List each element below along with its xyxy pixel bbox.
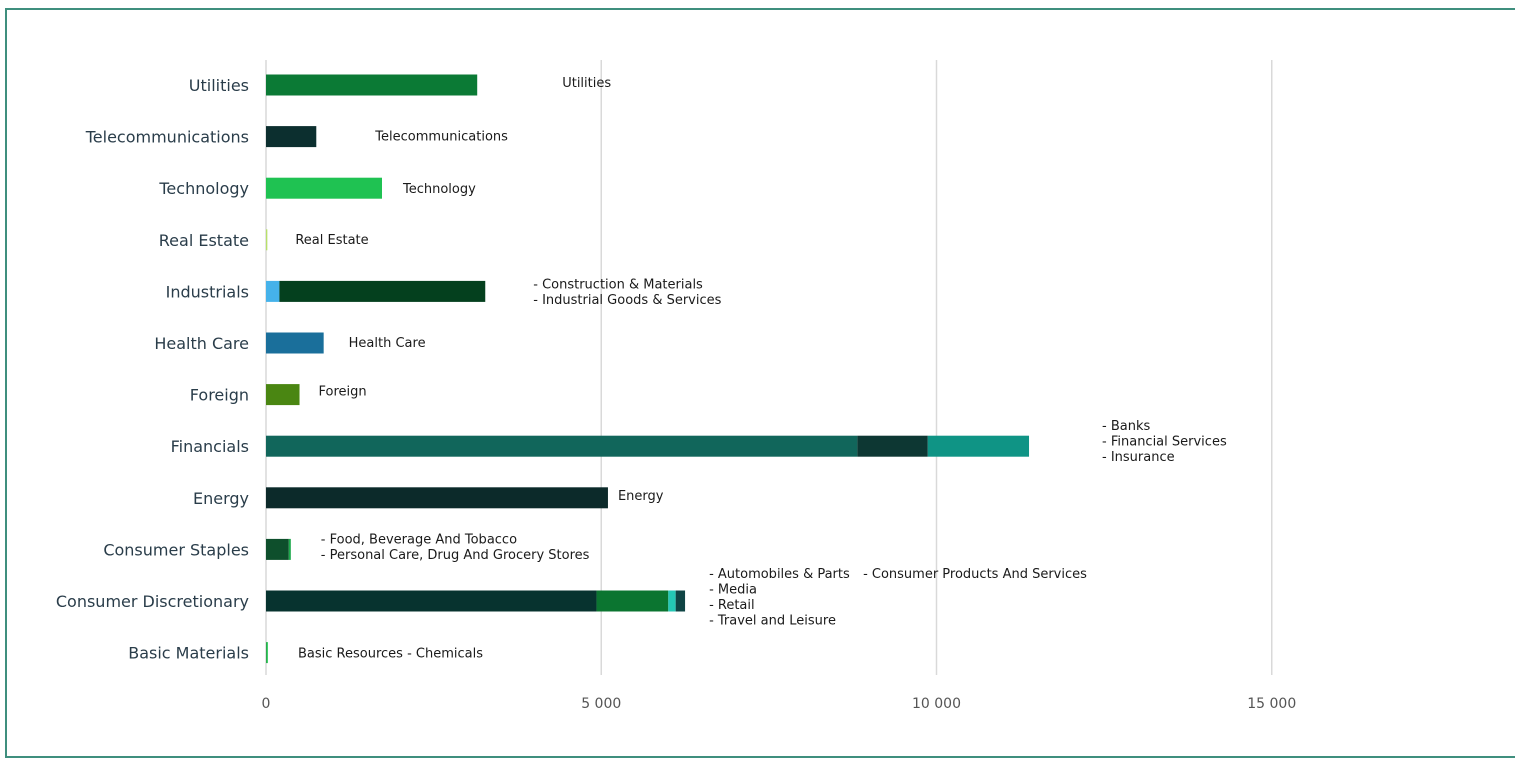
x-tick-label-5000: 5 000 bbox=[581, 696, 621, 712]
bar-health-care-segment-1 bbox=[266, 332, 324, 354]
category-label-industrials: Industrials bbox=[166, 282, 249, 301]
bar-consumer-discretionary-segment-4 bbox=[675, 590, 686, 612]
annotation-consumer-discretionary-1: - Automobiles & Parts bbox=[709, 567, 850, 582]
category-label-telecommunications: Telecommunications bbox=[85, 128, 249, 147]
annotation-health-care-1: Health Care bbox=[349, 336, 426, 351]
x-tick-label-0: 0 bbox=[262, 696, 271, 712]
category-label-foreign: Foreign bbox=[190, 386, 249, 405]
annotation-basic-materials-1: Basic Resources - Chemicals bbox=[298, 647, 483, 662]
annotation-energy-1: Energy bbox=[618, 489, 664, 504]
bar-financials-segment-1 bbox=[266, 435, 858, 457]
annotation-utilities-1: Utilities bbox=[562, 76, 611, 91]
annotation-consumer-discretionary-4: - Travel and Leisure bbox=[709, 614, 836, 629]
bar-consumer-discretionary-segment-3 bbox=[668, 590, 676, 612]
x-tick-label-10000: 10 000 bbox=[912, 696, 961, 712]
category-label-utilities: Utilities bbox=[189, 76, 249, 95]
bar-financials-segment-2 bbox=[857, 435, 928, 457]
bar-utilities-segment-1 bbox=[266, 74, 478, 96]
category-label-energy: Energy bbox=[193, 489, 249, 508]
annotation-real-estate-1: Real Estate bbox=[295, 233, 368, 248]
annotation-financials-2: - Financial Services bbox=[1102, 435, 1227, 450]
bar-technology-segment-1 bbox=[266, 177, 382, 199]
category-label-real-estate: Real Estate bbox=[159, 231, 249, 250]
annotation-technology-1: Technology bbox=[402, 182, 476, 197]
bar-real-estate-segment-1 bbox=[266, 229, 268, 251]
annotation-telecommunications-1: Telecommunications bbox=[374, 130, 508, 145]
x-tick-label-15000: 15 000 bbox=[1247, 696, 1296, 712]
annotation-consumer-discretionary-2: - Media bbox=[709, 583, 757, 598]
bar-basic-materials-segment-2 bbox=[267, 642, 269, 664]
annotation-financials-1: - Banks bbox=[1102, 419, 1150, 434]
bar-financials-segment-3 bbox=[927, 435, 1030, 457]
annotation-consumer-staples-2: - Personal Care, Drug And Grocery Stores bbox=[321, 548, 590, 563]
bar-telecommunications-segment-1 bbox=[266, 126, 317, 148]
bar-consumer-staples-segment-1 bbox=[266, 538, 289, 560]
annotation-consumer-discretionary-extra: - Consumer Products And Services bbox=[863, 567, 1087, 582]
annotation-industrials-2: - Industrial Goods & Services bbox=[533, 293, 721, 308]
bar-consumer-staples-segment-2 bbox=[288, 538, 291, 560]
bar-foreign-segment-1 bbox=[266, 384, 300, 406]
bar-basic-materials-segment-1 bbox=[266, 642, 268, 664]
bar-industrials-segment-2 bbox=[279, 280, 486, 302]
category-label-consumer-staples: Consumer Staples bbox=[103, 540, 249, 559]
bar-consumer-discretionary-segment-1 bbox=[266, 590, 597, 612]
bar-industrials-segment-1 bbox=[266, 280, 280, 302]
annotation-foreign-1: Foreign bbox=[319, 385, 367, 400]
annotation-consumer-discretionary-3: - Retail bbox=[709, 598, 755, 613]
annotation-industrials-1: - Construction & Materials bbox=[533, 277, 703, 292]
category-label-financials: Financials bbox=[171, 437, 249, 456]
annotation-consumer-staples-1: - Food, Beverage And Tobacco bbox=[321, 532, 517, 547]
category-label-basic-materials: Basic Materials bbox=[128, 644, 249, 663]
bar-consumer-discretionary-segment-2 bbox=[596, 590, 669, 612]
category-label-technology: Technology bbox=[158, 179, 249, 198]
category-label-consumer-discretionary: Consumer Discretionary bbox=[56, 592, 249, 611]
annotation-financials-3: - Insurance bbox=[1102, 450, 1175, 465]
bar-energy-segment-1 bbox=[266, 487, 608, 509]
category-label-health-care: Health Care bbox=[154, 334, 249, 353]
